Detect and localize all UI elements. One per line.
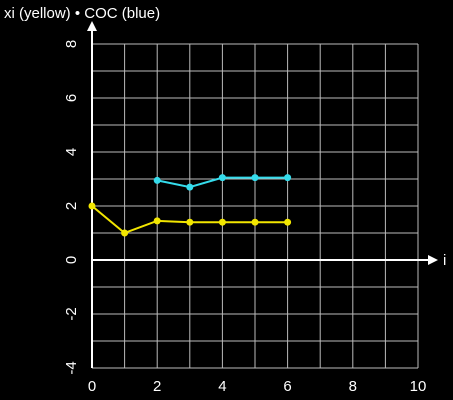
y-tick-label: 8 — [63, 40, 80, 48]
x-axis-label: i — [443, 252, 446, 269]
data-point — [218, 174, 226, 182]
data-point — [251, 174, 259, 182]
data-point — [284, 218, 292, 226]
x-tick-label: 6 — [283, 378, 291, 395]
x-tick-label: 4 — [218, 378, 226, 395]
data-point — [284, 174, 292, 182]
x-tick-label: 2 — [153, 378, 161, 395]
chart-title: xi (yellow) • COC (blue) — [4, 5, 160, 22]
data-point — [121, 229, 129, 237]
y-axis-arrow — [87, 21, 97, 31]
data-point — [218, 218, 226, 226]
data-point — [153, 176, 161, 184]
y-tick-label: -4 — [63, 361, 80, 374]
y-tick-label: -2 — [63, 307, 80, 320]
data-point — [251, 218, 259, 226]
y-tick-label: 6 — [63, 94, 80, 102]
data-point — [186, 218, 194, 226]
y-tick-label: 0 — [63, 256, 80, 264]
data-point — [153, 217, 161, 225]
x-tick-label: 10 — [410, 378, 427, 395]
data-point — [88, 202, 96, 210]
y-tick-label: 2 — [63, 202, 80, 210]
x-tick-label: 8 — [349, 378, 357, 395]
x-tick-label: 0 — [88, 378, 96, 395]
x-axis-arrow — [428, 255, 438, 265]
data-point — [186, 183, 194, 191]
y-tick-label: 4 — [63, 148, 80, 156]
